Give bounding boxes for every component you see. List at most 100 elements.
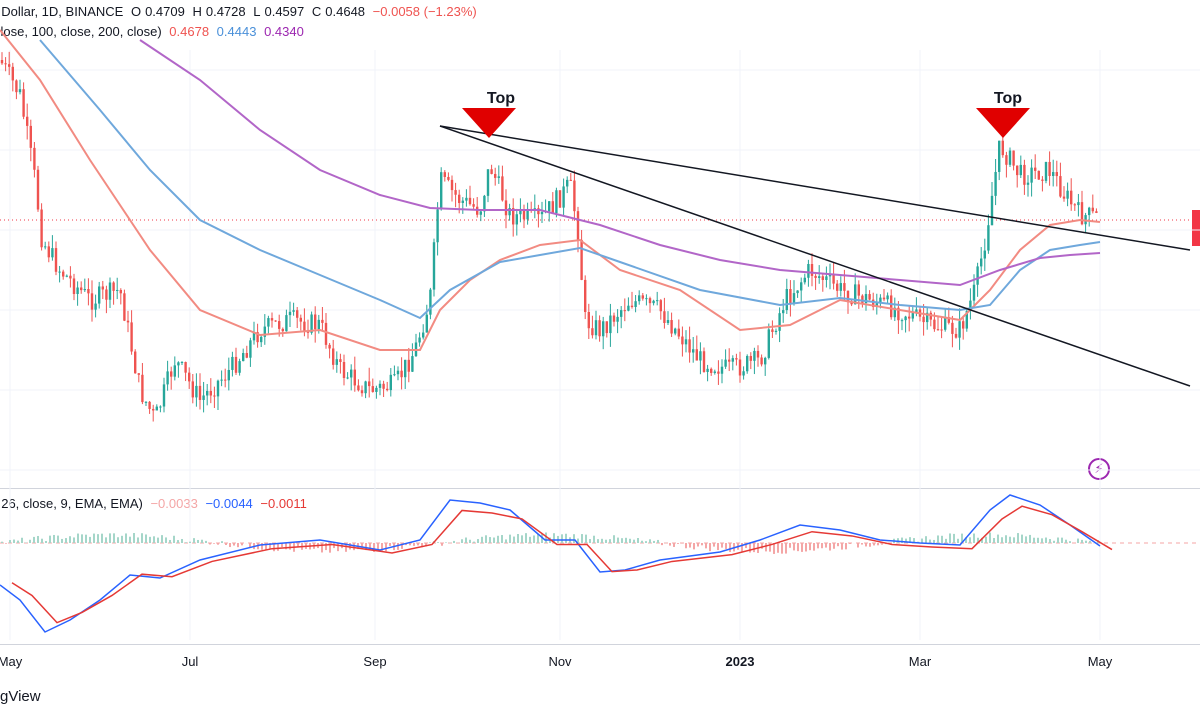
candle-body (742, 371, 745, 376)
low-label: L (253, 4, 261, 19)
candle-body (994, 171, 997, 196)
candle-body (828, 274, 832, 277)
candle-body (512, 208, 515, 225)
candle-body (1095, 211, 1098, 213)
candle-body (465, 197, 468, 201)
candle-body (285, 315, 288, 332)
trendline-lower (439, 125, 1191, 387)
candle-body (789, 288, 792, 303)
candle-body (684, 339, 688, 345)
candle-body (137, 373, 140, 375)
candle-body (29, 125, 32, 148)
candle-body (206, 390, 209, 396)
candle-body (746, 355, 749, 372)
x-tick-label: May (1088, 654, 1113, 669)
candle-body (688, 339, 691, 353)
candle-body (710, 368, 713, 373)
candle-body (609, 315, 612, 334)
candle-body (566, 179, 569, 187)
candle-body (839, 283, 842, 291)
candle-body (584, 279, 587, 312)
macd-hist-value: −0.0033 (150, 496, 198, 511)
candle-body (238, 361, 241, 373)
candle-body (494, 173, 497, 178)
candle-body (98, 286, 101, 304)
candle-body (148, 401, 151, 409)
candle-body (483, 195, 486, 212)
candle-body (508, 208, 511, 216)
high-value: H 0.4728 (192, 4, 245, 19)
candle-body (1034, 167, 1037, 171)
candle-body (738, 359, 742, 376)
candle-body (389, 374, 392, 391)
candle-body (825, 276, 828, 280)
candle-body (321, 319, 324, 323)
candle-body (62, 271, 65, 277)
candle-body (504, 200, 508, 216)
x-tick-label: Jul (182, 654, 199, 669)
candle-body (281, 328, 284, 332)
candle-body (382, 383, 385, 389)
candle-body (357, 385, 360, 391)
candle-body (213, 395, 216, 397)
candle-body (468, 197, 472, 205)
candle-body (1055, 172, 1058, 177)
ma-legend: close, 100, close, 200, close) 0.4678 0.… (0, 24, 308, 39)
candle-body (47, 246, 50, 258)
candle-body (990, 195, 994, 226)
candle-body (1030, 167, 1033, 183)
low-number: 0.4597 (264, 4, 305, 19)
candle-body (353, 369, 356, 386)
candle-body (198, 385, 202, 400)
candle-body (753, 350, 756, 361)
candle-body (429, 289, 432, 315)
candle-body (692, 349, 695, 353)
macd-value: −0.0044 (205, 496, 253, 511)
high-number: 0.4728 (205, 4, 246, 19)
candle-body (623, 310, 626, 312)
candle-body (1091, 207, 1094, 212)
candle-body (767, 329, 770, 358)
candle-body (548, 201, 551, 212)
candle-body (666, 320, 670, 323)
candle-body (425, 314, 428, 333)
candle-body (242, 353, 245, 362)
candle-body (418, 337, 421, 343)
candle-body (1019, 164, 1022, 176)
candle-body (1062, 196, 1066, 199)
candle-body (162, 384, 166, 407)
candle-body (674, 328, 677, 334)
candle-body (328, 344, 331, 349)
candle-body (26, 116, 29, 126)
signal-value: −0.0011 (260, 496, 307, 511)
flash-icon[interactable]: ⚡ (1088, 458, 1110, 480)
candle-body (51, 248, 54, 258)
candle-body (432, 242, 436, 290)
candle-body (908, 316, 911, 319)
candle-body (641, 295, 644, 299)
candle-body (983, 250, 986, 259)
candle-body (317, 319, 320, 330)
top-label-1: Top (487, 90, 515, 107)
candle-body (929, 312, 932, 320)
candle-body (800, 282, 803, 291)
signal-line (11, 505, 1113, 624)
candle-body (440, 172, 443, 210)
candle-body (1044, 161, 1048, 181)
candle-body (119, 289, 122, 294)
candle-body (364, 381, 367, 394)
candle-body (332, 348, 335, 365)
candle-body (278, 321, 281, 329)
trendline-upper (439, 125, 1191, 251)
candle-body (879, 297, 882, 304)
pane-separator[interactable] (0, 488, 1200, 489)
candle-body (202, 395, 205, 400)
candle-body (360, 390, 364, 394)
candle-body (965, 310, 968, 329)
candle-body (886, 295, 889, 300)
candle-body (756, 350, 760, 358)
candle-body (324, 322, 328, 345)
candle-body (796, 290, 799, 294)
candle-body (15, 80, 18, 93)
